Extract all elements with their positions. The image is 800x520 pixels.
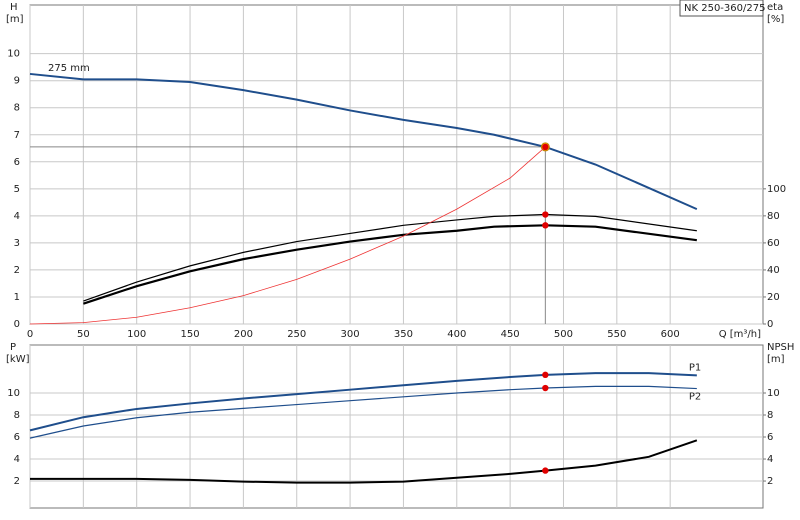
y-tick-label: 2 (14, 476, 20, 487)
curve (29, 372, 697, 432)
x-tick-label: 300 (341, 329, 360, 340)
x-tick-label: 400 (447, 329, 466, 340)
x-tick-label: 350 (394, 329, 413, 340)
model: NK 250-360/275 (684, 3, 765, 14)
y-tick-label: 8 (14, 410, 20, 421)
duty-point (542, 371, 549, 379)
x-tick-label: 550 (607, 329, 626, 340)
y-tick-label: 10 (7, 388, 20, 399)
y-tick-label: 0 (14, 319, 20, 330)
curve (83, 224, 697, 305)
x-tick-label: 500 (554, 329, 573, 340)
y-tick-label: 10 (7, 49, 20, 60)
duty-point (542, 143, 549, 151)
y-unit: [kW] (6, 354, 30, 365)
y2-tick-label: 20 (767, 292, 780, 303)
x-tick-label: 200 (234, 329, 253, 340)
y-label: P (10, 342, 16, 353)
y2-tick-label: 4 (767, 454, 773, 465)
duty-point (542, 467, 549, 474)
x-tick-label: 450 (501, 329, 520, 340)
y-tick-label: 6 (14, 432, 20, 443)
x-tick-label: 150 (180, 329, 199, 340)
series-label: P1 (689, 362, 701, 373)
y2-tick-label: 10 (767, 388, 780, 399)
model-box (679, 0, 764, 17)
x-label: Q [m³/h] (719, 329, 761, 340)
y2-tick-label: 2 (767, 476, 773, 487)
y2-tick-label: 40 (767, 265, 780, 276)
y2-tick-label: 60 (767, 238, 780, 249)
x-tick-label: 600 (661, 329, 680, 340)
y-tick-label: 9 (14, 76, 20, 87)
y-tick-label: 4 (14, 454, 20, 465)
y2-label: eta (767, 2, 783, 13)
duty-point (542, 384, 549, 392)
y-tick-label: 1 (14, 292, 20, 303)
y-tick-label: 2 (14, 265, 20, 276)
y2-label: NPSH (767, 342, 794, 353)
x-tick-label: 250 (287, 329, 306, 340)
y-unit: [m] (6, 14, 24, 25)
curve (83, 213, 697, 302)
y-tick-label: 6 (14, 157, 20, 168)
y2-unit: [%] (767, 14, 784, 25)
y2-tick-label: 8 (767, 410, 773, 421)
series-label: 275 mm (48, 63, 90, 74)
x-tick-label: 50 (77, 329, 90, 340)
y-tick-label: 7 (14, 130, 20, 141)
duty-point (542, 211, 549, 218)
y2-tick-label: 0 (767, 319, 773, 330)
y2-tick-label: 100 (767, 184, 786, 195)
y2-tick-label: 80 (767, 211, 780, 222)
x-tick-label: 100 (127, 329, 146, 340)
y-label: H (10, 2, 18, 13)
x-tick-label: 0 (27, 329, 33, 340)
duty-point (542, 222, 549, 229)
series-label: P2 (689, 392, 701, 403)
y-tick-label: 4 (14, 211, 20, 222)
curve (30, 439, 698, 484)
y-tick-label: 8 (14, 103, 20, 114)
curve (29, 146, 546, 325)
y-tick-label: 3 (14, 238, 20, 249)
y2-tick-label: 6 (767, 432, 773, 443)
curve (29, 385, 697, 439)
y2-unit: [m] (767, 354, 785, 365)
y-tick-label: 5 (14, 184, 20, 195)
